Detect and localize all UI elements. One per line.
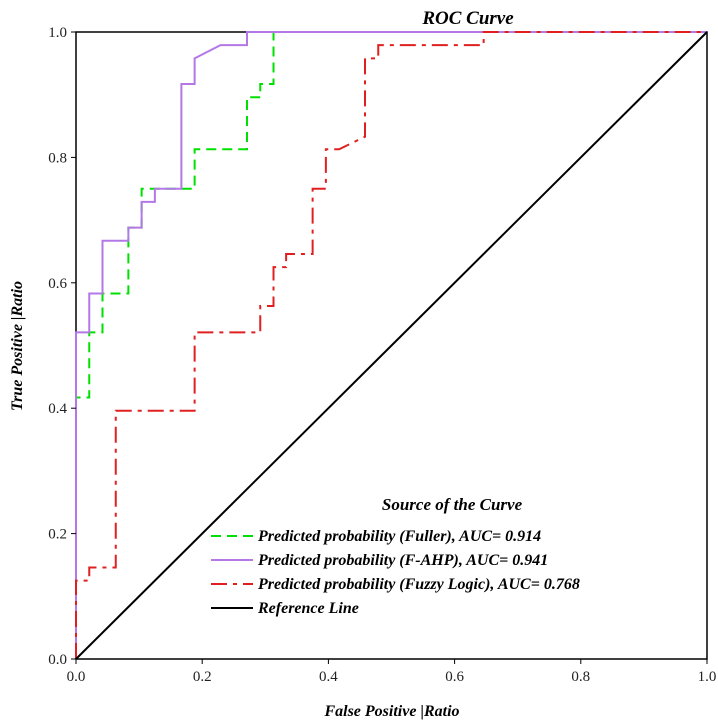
y-tick-label: 0.0 [48,652,67,668]
y-tick-label: 0.4 [48,401,67,417]
y-tick-label: 0.2 [48,527,67,543]
legend-entries: Predicted probability (Fuller), AUC= 0.9… [211,528,580,617]
legend-label-0: Predicted probability (Fuller), AUC= 0.9… [257,528,541,545]
series-line-2 [75,31,707,659]
tick-layer: 0.0 0.2 0.4 0.6 0.8 1.0 0.0 0.2 0.4 0.6 0.8 1.0 [48,25,716,685]
series-line-3 [75,31,708,660]
y-tick-label: 1.0 [48,25,67,41]
legend: Source of the Curve Predicted probabilit… [211,495,580,617]
series-line-1 [75,31,707,659]
x-tick-label: 0.0 [67,669,86,685]
y-tick-label: 0.8 [48,150,67,166]
x-tick-label: 0.8 [571,669,590,685]
y-axis-label: True Positive |Ratio [9,281,26,411]
x-tick-label: 0.6 [445,669,464,685]
legend-title: Source of the Curve [382,495,523,514]
series-layer [75,31,708,660]
legend-label-1: Predicted probability (F-AHP), AUC= 0.94… [257,552,548,569]
legend-label-3: Reference Line [257,600,359,617]
x-tick-label: 1.0 [698,669,717,685]
x-tick-label: 0.4 [319,669,338,685]
x-tick-label: 0.2 [193,669,212,685]
chart-title: ROC Curve [421,8,514,29]
legend-label-2: Predicted probability (Fuzzy Logic), AUC… [257,576,580,593]
y-tick-label: 0.6 [48,276,67,292]
x-axis-label: False Positive |Ratio [323,703,459,720]
